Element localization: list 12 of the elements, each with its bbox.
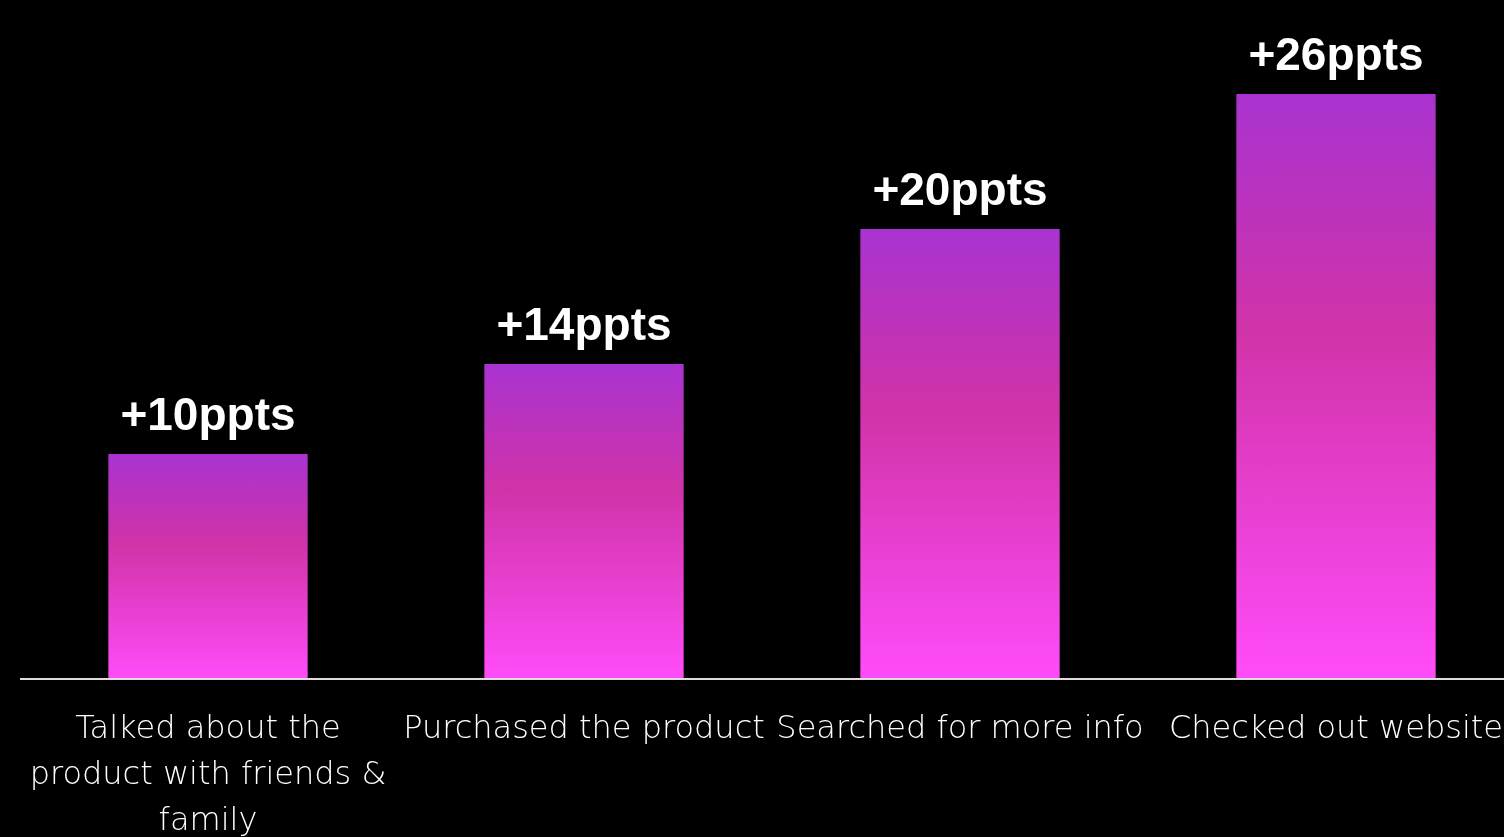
bar (860, 229, 1060, 679)
bar (108, 454, 308, 679)
x-tick-label: Checked out website (1168, 708, 1504, 746)
x-tick-label: Talked about the product with friends & family (29, 708, 387, 837)
bar (1236, 94, 1436, 679)
x-tick-label: Purchased the product (403, 708, 765, 746)
data-label: +26ppts (1248, 28, 1424, 80)
x-tick-label: Searched for more info (776, 708, 1144, 746)
data-label: +10ppts (120, 388, 296, 440)
data-label: +14ppts (496, 298, 672, 350)
data-label: +20ppts (872, 163, 1048, 215)
bar (484, 364, 684, 679)
